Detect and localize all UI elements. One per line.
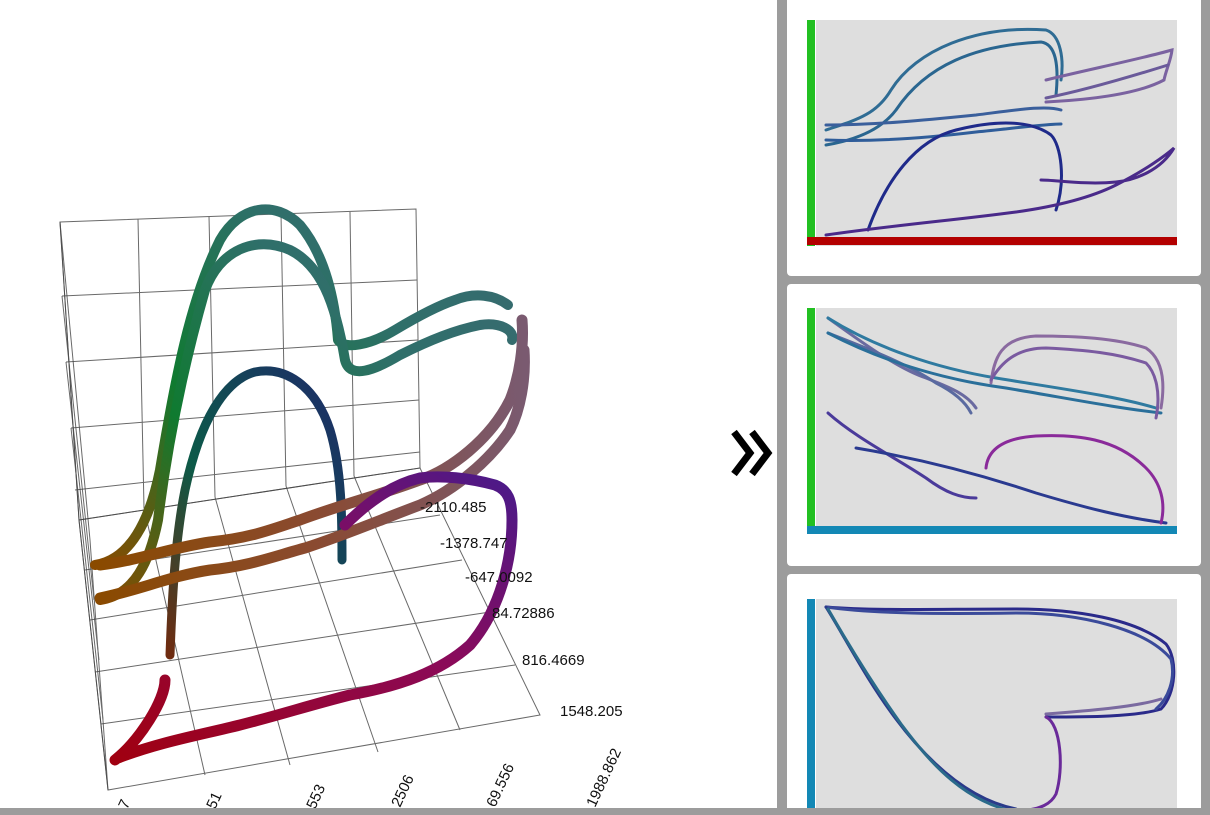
tick-label: 2506	[388, 772, 418, 808]
double-chevron-right-icon[interactable]	[728, 418, 780, 488]
projection-3-axis-left	[807, 599, 815, 814]
projection-1-axis-left	[807, 20, 815, 246]
projection-2-axis-left	[807, 308, 815, 534]
trajectory-band-2	[94, 344, 530, 604]
tick-label: 1988.862	[583, 746, 625, 808]
projection-card-2[interactable]	[787, 284, 1201, 566]
projection-view-1	[816, 20, 1177, 246]
tick-label: 816.4669	[522, 652, 585, 669]
trajectory-upper-1	[90, 204, 513, 570]
tick-label: -647.0092	[465, 569, 533, 586]
projection-card-1[interactable]	[787, 0, 1201, 276]
3d-plot-area[interactable]: -2110.485 -1378.747 -647.0092 84.72886 8…	[0, 0, 725, 808]
tick-label: -1378.747	[440, 535, 508, 552]
projection-1-curves	[824, 27, 1176, 237]
projection-2-curves	[826, 316, 1168, 525]
trajectory-curves	[90, 204, 530, 766]
back-wall-grid	[59, 208, 421, 521]
projection-view-2	[816, 308, 1177, 534]
trajectory-band-1	[94, 314, 528, 571]
tick-label: -2110.485	[420, 499, 486, 516]
projection-card-3[interactable]	[787, 574, 1201, 814]
left-wall-grid	[59, 221, 109, 791]
trajectory-upper-2	[95, 239, 518, 605]
tick-label: 7	[115, 797, 134, 808]
axis-b-tick-labels: 7 51 553 2506 69.556 1988.862	[115, 746, 625, 808]
tick-label: 51	[203, 789, 225, 808]
3d-scatter-plot[interactable]: -2110.485 -1378.747 -647.0092 84.72886 8…	[0, 0, 725, 808]
bottom-border	[0, 808, 1210, 815]
tick-label: 553	[303, 782, 329, 808]
projection-view-3	[816, 599, 1177, 814]
projection-panel[interactable]	[777, 0, 1210, 814]
tick-label: 1548.205	[560, 703, 623, 720]
tick-label: 84.72886	[492, 605, 555, 622]
projection-3-curves	[824, 605, 1176, 814]
projection-1-axis-bottom	[807, 237, 1177, 245]
axis-a-tick-labels: -2110.485 -1378.747 -647.0092 84.72886 8…	[420, 499, 623, 720]
projection-2-axis-bottom	[807, 526, 1177, 534]
tick-label: 69.556	[483, 761, 518, 808]
trajectory-lower	[109, 471, 518, 766]
